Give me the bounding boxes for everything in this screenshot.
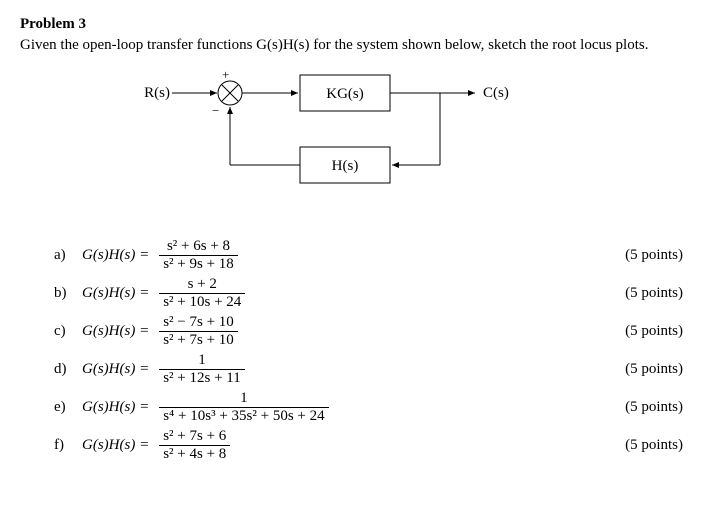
item-letter: a) xyxy=(54,247,72,264)
item-row: e) G(s)H(s) = 1 s⁴ + 10s³ + 35s² + 50s +… xyxy=(20,390,707,424)
c-label: C(s) xyxy=(483,85,509,101)
gh-label: G(s)H(s) = xyxy=(82,323,149,340)
denominator: s² + 12s + 11 xyxy=(159,369,245,387)
numerator: 1 xyxy=(159,390,328,407)
item-letter: f) xyxy=(54,437,72,454)
fraction: s² + 7s + 6 s² + 4s + 8 xyxy=(159,428,230,462)
kg-label: KG(s) xyxy=(326,86,364,102)
item-row: f) G(s)H(s) = s² + 7s + 6 s² + 4s + 8 (5… xyxy=(20,428,707,462)
item-letter: b) xyxy=(54,285,72,302)
points-label: (5 points) xyxy=(625,399,707,416)
item-letter: e) xyxy=(54,399,72,416)
denominator: s² + 4s + 8 xyxy=(159,445,230,463)
gh-label: G(s)H(s) = xyxy=(82,247,149,264)
points-label: (5 points) xyxy=(625,285,707,302)
item-row: b) G(s)H(s) = s + 2 s² + 10s + 24 (5 poi… xyxy=(20,276,707,310)
denominator: s² + 9s + 18 xyxy=(159,255,238,273)
block-diagram: R(s) + − KG(s) C(s) H(s) xyxy=(20,65,707,220)
gh-label: G(s)H(s) = xyxy=(82,437,149,454)
fraction: 1 s⁴ + 10s³ + 35s² + 50s + 24 xyxy=(159,390,328,424)
r-label: R(s) xyxy=(144,85,170,101)
numerator: s + 2 xyxy=(159,276,245,293)
item-letter: c) xyxy=(54,323,72,340)
fraction: s + 2 s² + 10s + 24 xyxy=(159,276,245,310)
fraction: s² − 7s + 10 s² + 7s + 10 xyxy=(159,314,238,348)
problem-prompt: Given the open-loop transfer functions G… xyxy=(20,35,707,55)
fraction: 1 s² + 12s + 11 xyxy=(159,352,245,386)
gh-label: G(s)H(s) = xyxy=(82,285,149,302)
numerator: s² + 6s + 8 xyxy=(159,238,238,255)
points-label: (5 points) xyxy=(625,323,707,340)
numerator: s² + 7s + 6 xyxy=(159,428,230,445)
gh-label: G(s)H(s) = xyxy=(82,399,149,416)
block-diagram-svg: R(s) + − KG(s) C(s) H(s) xyxy=(20,65,520,215)
points-label: (5 points) xyxy=(625,361,707,378)
minus-sign: − xyxy=(212,103,219,118)
gh-label: G(s)H(s) = xyxy=(82,361,149,378)
plus-sign: + xyxy=(222,67,229,82)
item-letter: d) xyxy=(54,361,72,378)
numerator: s² − 7s + 10 xyxy=(159,314,238,331)
fraction: s² + 6s + 8 s² + 9s + 18 xyxy=(159,238,238,272)
denominator: s² + 10s + 24 xyxy=(159,293,245,311)
denominator: s² + 7s + 10 xyxy=(159,331,238,349)
item-row: c) G(s)H(s) = s² − 7s + 10 s² + 7s + 10 … xyxy=(20,314,707,348)
denominator: s⁴ + 10s³ + 35s² + 50s + 24 xyxy=(159,407,328,425)
points-label: (5 points) xyxy=(625,437,707,454)
points-label: (5 points) xyxy=(625,247,707,264)
items-list: a) G(s)H(s) = s² + 6s + 8 s² + 9s + 18 (… xyxy=(20,238,707,462)
problem-title: Problem 3 xyxy=(20,16,707,33)
item-row: d) G(s)H(s) = 1 s² + 12s + 11 (5 points) xyxy=(20,352,707,386)
item-row: a) G(s)H(s) = s² + 6s + 8 s² + 9s + 18 (… xyxy=(20,238,707,272)
numerator: 1 xyxy=(159,352,245,369)
h-label: H(s) xyxy=(332,158,359,174)
